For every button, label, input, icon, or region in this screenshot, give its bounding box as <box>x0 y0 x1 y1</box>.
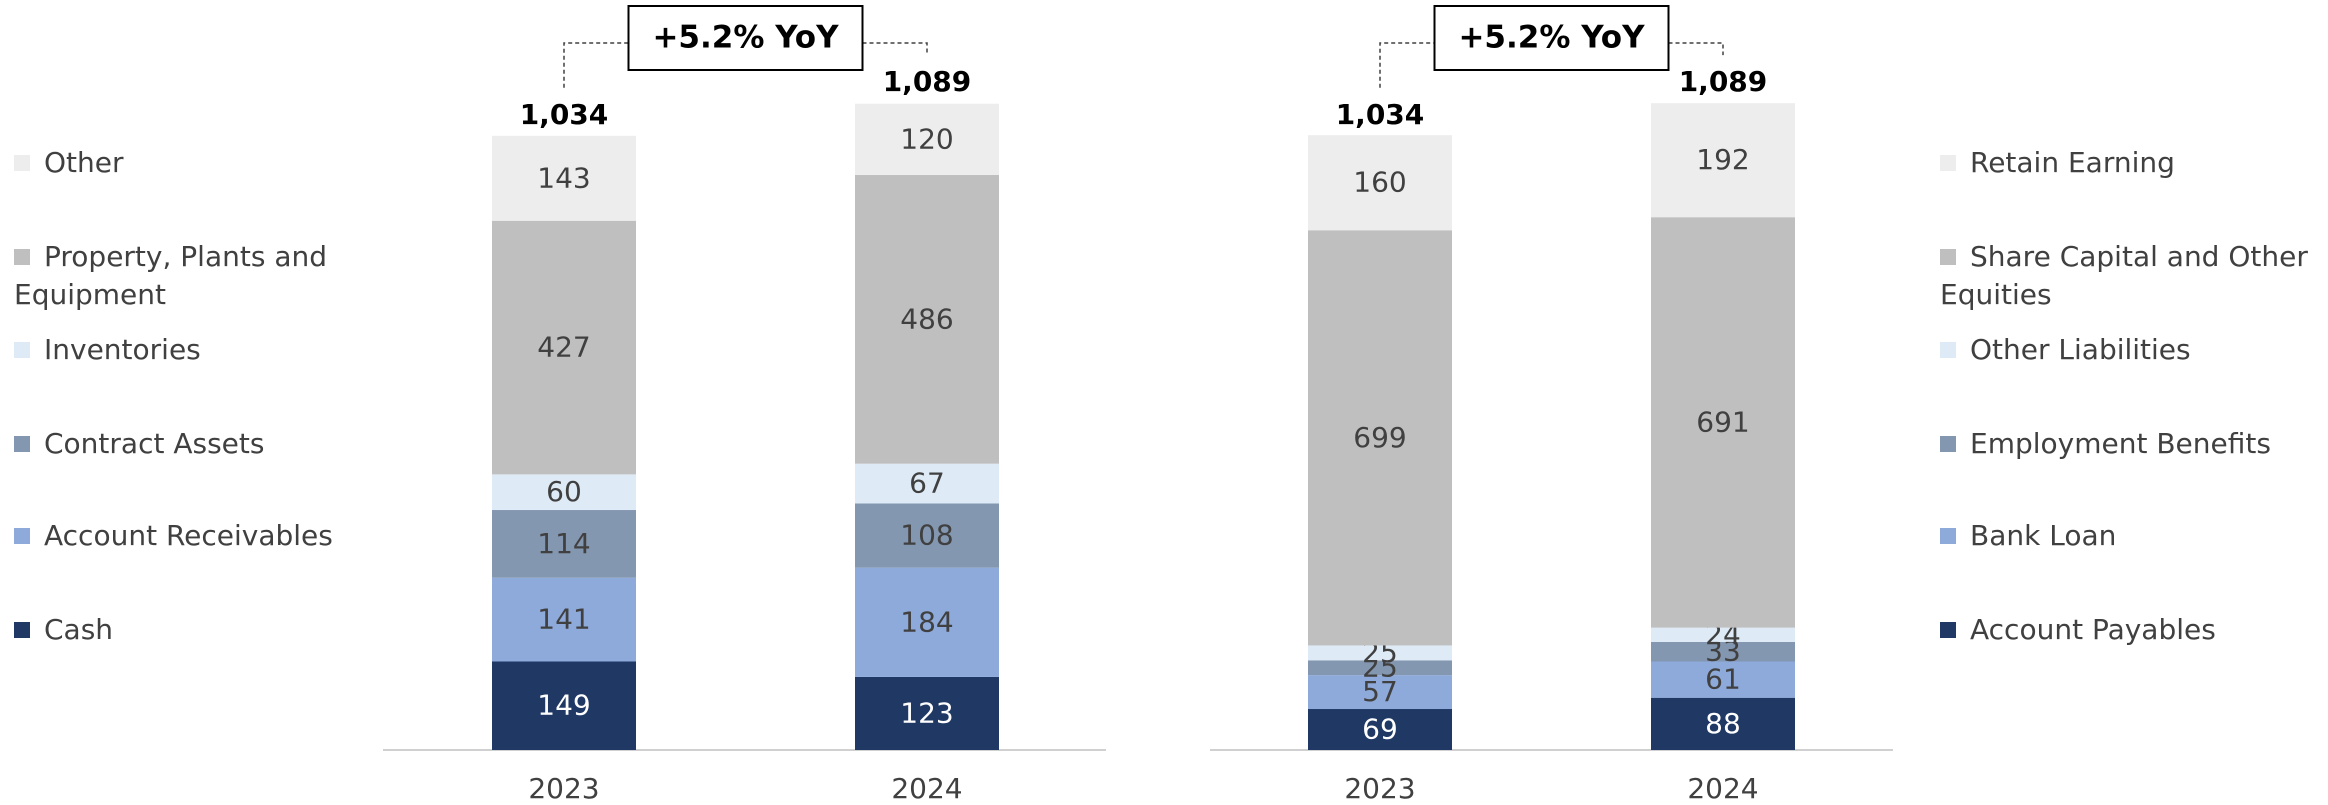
bar-segment <box>855 103 999 176</box>
legend-label: Employment Benefits <box>1970 427 2271 460</box>
value-label: 192 <box>1696 143 1749 176</box>
x-tick-label: 2024 <box>891 772 962 805</box>
legend-label: Share Capital and Other Equities <box>1940 240 2308 311</box>
x-tick-label: 2023 <box>1344 772 1415 805</box>
legend-item: Cash <box>14 611 334 649</box>
value-label: 160 <box>1353 166 1406 199</box>
annotation-box <box>627 5 864 71</box>
value-label: 123 <box>900 696 953 729</box>
legend-item: Other <box>14 144 334 182</box>
legend-swatch <box>1940 528 1956 544</box>
bar-segment <box>855 676 999 750</box>
legend-item: Property, Plants and Equipment <box>14 238 334 314</box>
legend-swatch <box>14 249 30 265</box>
x-tick-label: 2023 <box>528 772 599 805</box>
legend-label: Account Payables <box>1970 613 2216 646</box>
bar-segment <box>492 220 636 475</box>
bar-segment <box>1308 709 1452 750</box>
value-label: 184 <box>900 605 953 638</box>
value-label: 699 <box>1353 421 1406 454</box>
bar-segment <box>855 567 999 677</box>
connector <box>862 42 928 56</box>
value-label: 691 <box>1696 405 1749 438</box>
legend-label: Property, Plants and Equipment <box>14 240 327 311</box>
value-label: 149 <box>537 689 590 722</box>
value-label: 486 <box>900 302 953 335</box>
connector <box>1668 42 1724 56</box>
value-label: 57 <box>1362 675 1398 708</box>
legend-swatch <box>1940 436 1956 452</box>
bar-segment <box>492 510 636 578</box>
bar-segment <box>492 661 636 750</box>
bar-segment <box>1651 217 1795 628</box>
value-label: 69 <box>1362 713 1398 746</box>
legend-swatch <box>1940 342 1956 358</box>
legend-swatch <box>1940 622 1956 638</box>
bar-segment <box>1308 675 1452 710</box>
total-label: 1,089 <box>1679 65 1768 98</box>
bar-segment <box>1308 645 1452 661</box>
bar-segment <box>492 135 636 221</box>
legend-swatch <box>14 528 30 544</box>
value-label: 88 <box>1705 707 1741 740</box>
bar-segment <box>1651 103 1795 218</box>
value-label: 61 <box>1705 663 1741 696</box>
legend-item: Share Capital and Other Equities <box>1940 238 2320 314</box>
legend-item: Account Payables <box>1940 611 2320 649</box>
annotation: +5.2% YoY <box>1458 20 1645 56</box>
annotation: +5.2% YoY <box>652 20 839 56</box>
connector <box>563 42 629 88</box>
legend-item: Account Receivables <box>14 517 334 555</box>
bar-segment <box>1308 135 1452 231</box>
value-label: 120 <box>900 122 953 155</box>
bar-segment <box>492 577 636 662</box>
legend-label: Cash <box>44 613 114 646</box>
total-label: 1,034 <box>520 98 609 131</box>
legend-swatch <box>14 436 30 452</box>
value-label: 427 <box>537 331 590 364</box>
legend-item: Bank Loan <box>1940 517 2320 555</box>
value-label: 60 <box>546 475 582 508</box>
legend-item: Employment Benefits <box>1940 425 2320 463</box>
bar-segment <box>1308 230 1452 646</box>
total-label: 1,089 <box>883 65 972 98</box>
connector <box>1379 42 1435 88</box>
legend-item: Other Liabilities <box>1940 331 2320 369</box>
legend-item: Inventories <box>14 331 334 369</box>
value-label: 67 <box>909 467 945 500</box>
bar-segment <box>855 175 999 464</box>
bar-segment <box>492 474 636 511</box>
legend-label: Other <box>44 146 124 179</box>
legend-label: Contract Assets <box>44 427 265 460</box>
bar-segment <box>855 503 999 568</box>
value-label: 108 <box>900 519 953 552</box>
value-label: 143 <box>537 161 590 194</box>
legend-label: Account Receivables <box>44 519 333 552</box>
bar-segment <box>1651 697 1795 750</box>
annotation-box <box>1433 5 1670 71</box>
legend-swatch <box>14 342 30 358</box>
legend-swatch <box>1940 155 1956 171</box>
legend-label: Other Liabilities <box>1970 333 2191 366</box>
legend-item: Retain Earning <box>1940 144 2320 182</box>
legend-label: Bank Loan <box>1970 519 2117 552</box>
legend-label: Retain Earning <box>1970 146 2175 179</box>
legend-swatch <box>14 155 30 171</box>
bar-segment <box>1308 660 1452 676</box>
value-label: 114 <box>537 527 590 560</box>
legend-swatch <box>14 622 30 638</box>
legend-label: Inventories <box>44 333 201 366</box>
bar-segment <box>1651 641 1795 662</box>
value-label: 141 <box>537 603 590 636</box>
bar-segment <box>1651 627 1795 642</box>
total-label: 1,034 <box>1336 98 1425 131</box>
bar-segment <box>855 463 999 504</box>
legend-swatch <box>1940 249 1956 265</box>
bar-segment <box>1651 661 1795 698</box>
legend-item: Contract Assets <box>14 425 334 463</box>
x-tick-label: 2024 <box>1687 772 1758 805</box>
